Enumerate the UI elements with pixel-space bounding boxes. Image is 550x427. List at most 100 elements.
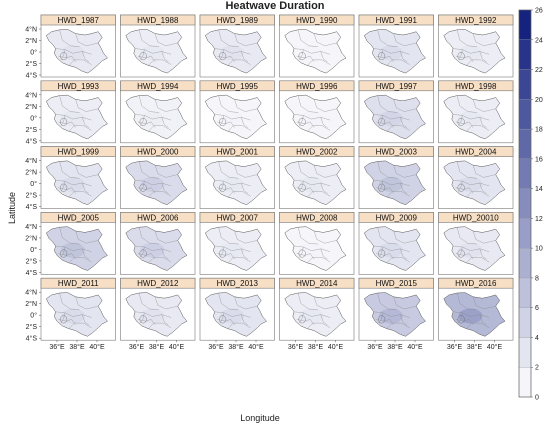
y-tick-label: 4°S <box>26 137 38 145</box>
county-boundary <box>456 95 478 113</box>
colorbar-tick-label: 24 <box>535 37 543 44</box>
county-boundary <box>456 161 478 179</box>
panel-title: HWD_2002 <box>296 148 338 157</box>
county-boundary <box>458 115 463 126</box>
county-boundary <box>135 48 172 55</box>
panel-title: HWD_2012 <box>137 279 179 288</box>
colorbar-step <box>518 9 532 40</box>
panel-header <box>438 80 514 92</box>
map-panel: HWD_2007 <box>199 212 275 275</box>
county-boundary <box>68 191 92 198</box>
county-boundary <box>373 311 410 318</box>
county-boundary <box>241 248 249 260</box>
county-boundary <box>58 187 76 194</box>
county-boundary <box>58 319 76 326</box>
y-tick-label: 4°N <box>25 289 37 297</box>
panel-grid: HWD_1987 HWD_1988 HWD_1989 HWD_1990 HWD_1991… <box>40 14 514 341</box>
panel-title: HWD_1994 <box>137 82 179 91</box>
county-boundary <box>456 29 478 47</box>
y-tick-label: 2°S <box>26 126 38 134</box>
county-boundary <box>307 257 331 264</box>
x-tick-label: 36°E <box>208 343 224 351</box>
county-boundary <box>313 99 337 112</box>
panel-title: HWD_1999 <box>58 148 100 157</box>
county-boundary <box>55 114 92 121</box>
county-boundary <box>234 33 258 46</box>
county-boundary <box>219 181 225 192</box>
panel-header <box>40 212 116 223</box>
colorbar-tick-label: 12 <box>535 216 543 223</box>
panel-title: HWD_2016 <box>455 279 497 288</box>
panel-title: HWD_2008 <box>296 213 338 222</box>
county-boundary <box>137 319 156 326</box>
x-tick-label: 36°E <box>288 343 304 351</box>
county-boundary <box>466 125 490 132</box>
panel-title: HWD_1998 <box>455 82 497 91</box>
colorbar-step <box>518 128 532 159</box>
panel-header <box>120 146 196 157</box>
county-boundary <box>320 314 328 326</box>
colorbar-step <box>518 248 532 279</box>
county-boundary <box>68 322 92 329</box>
map-panel: HWD_1993 <box>40 80 116 144</box>
colorbar-tick-label: 20 <box>535 97 543 104</box>
county-boundary <box>373 48 410 55</box>
county-boundary <box>296 55 315 62</box>
county-boundary <box>479 182 487 194</box>
panel-header <box>438 212 514 223</box>
county-boundary <box>320 51 328 62</box>
x-tick-label: 40°E <box>487 343 503 351</box>
county-boundary <box>82 182 90 194</box>
county-boundary <box>219 246 225 258</box>
county-boundary <box>214 245 251 252</box>
colorbar-tick-label: 6 <box>535 305 539 312</box>
lake-outline <box>219 117 227 126</box>
panel-title: HWD_1996 <box>296 82 338 91</box>
county-boundary <box>135 180 172 187</box>
map-panel: HWD_1995 <box>199 80 275 144</box>
y-tick-label: 2°N <box>25 37 37 45</box>
lake-outline <box>219 315 227 324</box>
map-panel: HWD_2005 <box>40 212 116 275</box>
x-tick-label: 40°E <box>407 343 423 351</box>
county-boundary <box>455 319 474 326</box>
lake-outline <box>219 52 227 61</box>
lake-outline <box>139 249 147 258</box>
county-boundary <box>227 322 251 329</box>
county-boundary <box>297 227 319 245</box>
y-tick-label: 4°S <box>26 335 38 343</box>
county-boundary <box>219 49 225 60</box>
county-boundary <box>472 99 496 112</box>
map-panel: HWD_2015 <box>358 277 434 341</box>
panel-header <box>199 277 275 289</box>
panel-header <box>358 146 434 157</box>
county-boundary <box>138 29 160 47</box>
panel-title: HWD_2004 <box>455 148 497 157</box>
county-boundary <box>297 292 319 311</box>
panel-header <box>438 146 514 157</box>
x-tick-label: 40°E <box>328 343 344 351</box>
county-boundary <box>400 117 408 128</box>
county-boundary <box>154 165 178 178</box>
county-boundary <box>55 311 92 318</box>
lake-outline <box>457 183 465 192</box>
x-tick-label: 38°E <box>149 343 165 351</box>
county-boundary <box>320 248 328 260</box>
county-boundary <box>320 117 328 128</box>
county-boundary <box>458 181 463 192</box>
colorbar-step <box>518 277 532 308</box>
panel-title: HWD_1989 <box>217 16 259 25</box>
panel-title: HWD_1988 <box>137 16 179 25</box>
county-boundary <box>307 322 331 329</box>
county-boundary <box>148 191 172 198</box>
y-tick-label: 2°S <box>26 257 38 265</box>
county-boundary <box>137 187 156 194</box>
colorbar-step <box>518 367 532 398</box>
panel-title: HWD_2013 <box>217 279 259 288</box>
county-boundary <box>75 165 99 178</box>
panel-header <box>120 277 196 289</box>
map-panel: HWD_1997 <box>358 80 434 144</box>
county-boundary <box>58 121 76 128</box>
panel-title: HWD_1987 <box>58 16 100 25</box>
county-boundary <box>296 253 315 260</box>
